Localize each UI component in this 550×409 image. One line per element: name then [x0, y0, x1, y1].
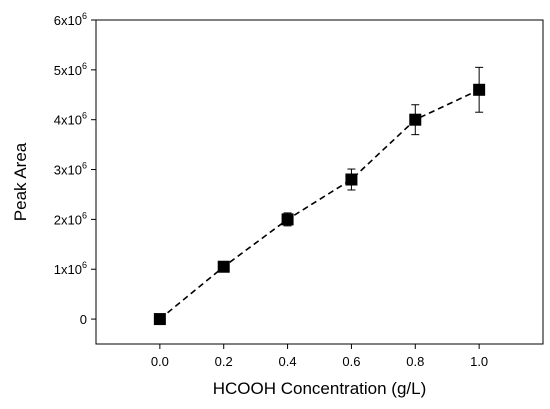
x-tick-label: 0.6 — [342, 354, 360, 369]
y-tick-label: 2x106 — [54, 210, 87, 227]
y-tick-label: 4x106 — [54, 111, 87, 128]
y-tick-label: 1x106 — [54, 260, 87, 277]
y-axis-ticks: 0 1x106 2x106 3x106 4x106 5x106 6x106 — [54, 11, 96, 327]
x-tick-label: 0.8 — [406, 354, 424, 369]
data-point — [281, 213, 294, 226]
series-line — [159, 89, 480, 320]
y-axis-label: Peak Area — [11, 142, 30, 221]
y-tick-label: 3x106 — [54, 161, 87, 178]
x-tick-label: 1.0 — [470, 354, 488, 369]
x-axis-ticks: 0.0 0.2 0.4 0.6 0.8 1.0 — [151, 344, 488, 369]
y-tick-label: 6x106 — [54, 11, 87, 28]
x-tick-label: 0.4 — [279, 354, 297, 369]
y-tick-label: 0 — [80, 312, 87, 327]
x-tick-label: 0.0 — [151, 354, 169, 369]
plot-frame — [95, 19, 544, 345]
data-point — [473, 83, 486, 96]
x-tick-label: 0.2 — [215, 354, 233, 369]
data-point — [345, 173, 358, 186]
data-point — [409, 113, 422, 126]
x-axis-label: HCOOH Concentration (g/L) — [213, 379, 427, 398]
y-tick-label: 5x106 — [54, 61, 87, 78]
data-point — [217, 260, 230, 273]
data-point — [153, 313, 166, 326]
series-layer — [153, 66, 486, 326]
